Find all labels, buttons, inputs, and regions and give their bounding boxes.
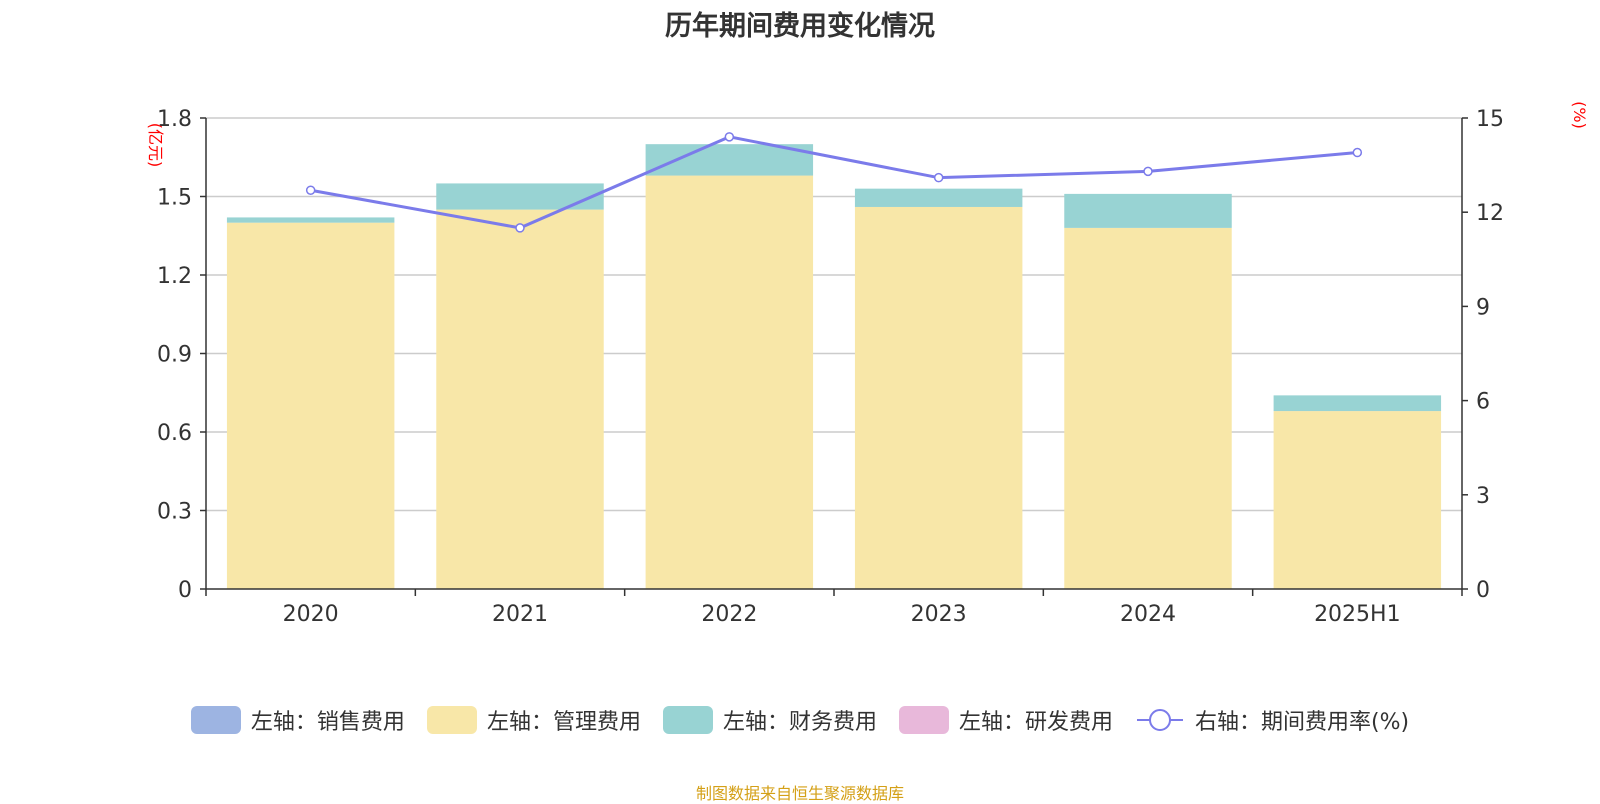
right-tick-label: 6 bbox=[1476, 390, 1490, 415]
legend-swatch-finance bbox=[662, 706, 713, 734]
x-tick-label: 2021 bbox=[492, 602, 548, 627]
right-tick-label: 12 bbox=[1476, 201, 1504, 226]
legend-label-sales: 左轴：销售费用 bbox=[250, 710, 405, 735]
x-tick-label: 2025H1 bbox=[1314, 602, 1401, 627]
legend-label-admin: 左轴：管理费用 bbox=[486, 710, 641, 735]
bar-series bbox=[226, 144, 1442, 590]
right-tick-label: 15 bbox=[1476, 107, 1504, 132]
left-tick-label: 1.8 bbox=[157, 107, 192, 132]
left-tick-label: 0 bbox=[178, 578, 192, 603]
legend-swatch-rnd bbox=[898, 706, 949, 734]
gridlines bbox=[206, 117, 1462, 512]
chart-title: 历年期间费用变化情况 bbox=[665, 11, 935, 42]
line-point bbox=[933, 172, 944, 183]
data-source-note: 制图数据来自恒生聚源数据库 bbox=[695, 784, 904, 803]
legend-item-sales[interactable]: 左轴：销售费用 bbox=[190, 704, 405, 736]
bar bbox=[854, 206, 1023, 589]
legend-swatch-admin bbox=[426, 706, 477, 734]
bar bbox=[854, 188, 1023, 207]
x-tick-label: 2024 bbox=[1120, 602, 1176, 627]
bar bbox=[645, 175, 814, 590]
chart-plot: 0 0.3 0.6 0.9 1.2 1.5 1.8 0 3 6 9 12 15 2020 2021 2022 2… bbox=[146, 101, 1589, 627]
bar bbox=[226, 222, 395, 589]
left-tick-label: 0.6 bbox=[157, 421, 192, 446]
bar bbox=[436, 183, 604, 210]
legend-label-rnd: 左轴：研发费用 bbox=[958, 710, 1113, 735]
expense-rate-line bbox=[310, 135, 1358, 230]
x-tick-label: 2023 bbox=[911, 602, 967, 627]
bar bbox=[1273, 395, 1442, 412]
left-tick-label: 0.9 bbox=[157, 343, 192, 368]
bar bbox=[436, 209, 604, 590]
legend: 左轴：销售费用 左轴：管理费用 左轴：财务费用 左轴：研发费用 右轴：期间费用率… bbox=[0, 704, 1600, 736]
right-tick-label: 3 bbox=[1476, 484, 1490, 509]
bar bbox=[226, 217, 395, 223]
line-circle-icon bbox=[1136, 709, 1183, 731]
left-axis-unit: (亿元) bbox=[146, 123, 165, 168]
legend-item-admin[interactable]: 左轴：管理费用 bbox=[426, 704, 641, 736]
bar bbox=[1064, 227, 1232, 589]
right-tick-label: 9 bbox=[1476, 295, 1490, 320]
legend-item-finance[interactable]: 左轴：财务费用 bbox=[662, 704, 877, 736]
line-point bbox=[515, 223, 525, 233]
axes: 0 0.3 0.6 0.9 1.2 1.5 1.8 0 3 6 9 12 15 2020 2021 2022 2… bbox=[157, 107, 1504, 627]
line-point bbox=[1352, 147, 1363, 158]
x-tick-label: 2022 bbox=[701, 602, 757, 627]
line-point bbox=[1143, 166, 1153, 177]
line-point bbox=[724, 132, 735, 142]
left-tick-label: 1.5 bbox=[157, 186, 192, 211]
legend-item-expense-rate[interactable]: 右轴：期间费用率(%) bbox=[1135, 704, 1409, 736]
legend-label-finance: 左轴：财务费用 bbox=[722, 710, 877, 735]
legend-label-expense-rate: 右轴：期间费用率(%) bbox=[1194, 710, 1410, 735]
legend-swatch-sales bbox=[190, 706, 241, 734]
line-point bbox=[305, 185, 316, 195]
line-series bbox=[305, 132, 1363, 233]
bar bbox=[1273, 411, 1442, 589]
left-tick-label: 1.2 bbox=[157, 264, 192, 289]
right-tick-label: 0 bbox=[1476, 578, 1490, 603]
legend-item-rnd[interactable]: 左轴：研发费用 bbox=[898, 704, 1113, 736]
bar bbox=[1064, 193, 1232, 228]
right-axis-unit: (%) bbox=[1570, 101, 1589, 129]
left-tick-label: 0.3 bbox=[157, 500, 192, 525]
x-tick-label: 2020 bbox=[283, 602, 339, 627]
